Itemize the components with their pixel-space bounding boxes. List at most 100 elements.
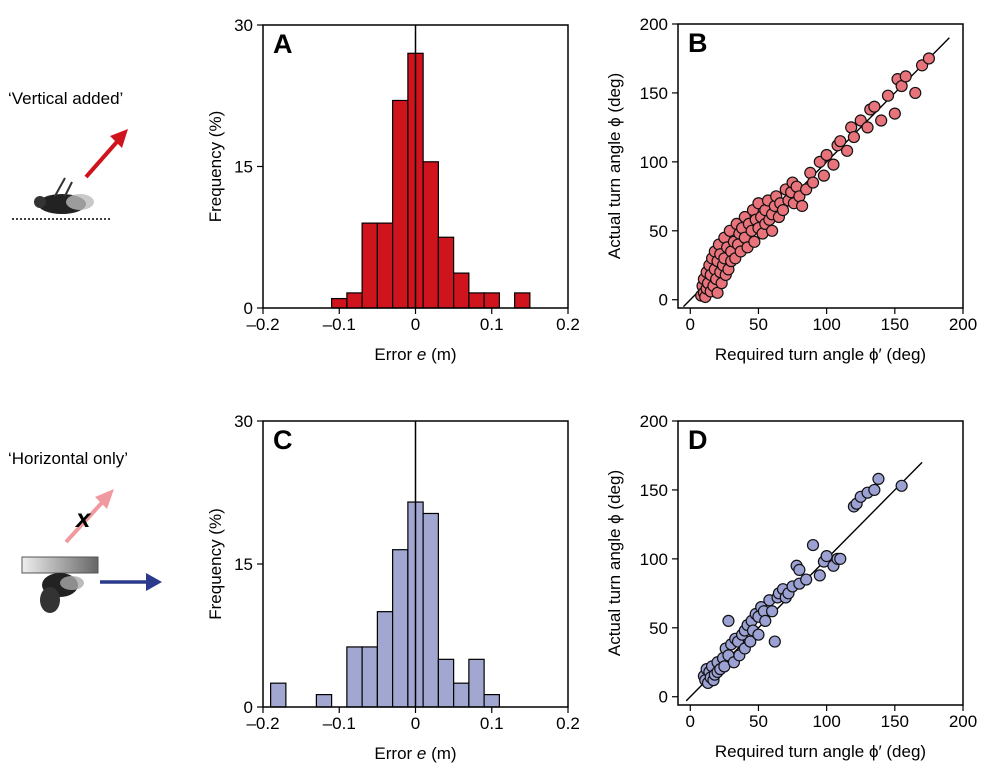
- chart-panel: 0 50 100 150 200 0 50 100 150 200 Required turn an…: [605, 412, 977, 761]
- x-tick-label: 0: [686, 315, 695, 334]
- y-tick-label: 50: [649, 619, 668, 638]
- panel-label: D: [688, 425, 708, 455]
- point: [793, 563, 806, 576]
- bar: [453, 682, 470, 708]
- point: [872, 472, 885, 486]
- y-tick-label: 50: [649, 222, 668, 241]
- y-tick-label: 100: [640, 153, 668, 172]
- x-tick-label: 100: [812, 712, 840, 731]
- point: [820, 550, 833, 563]
- point: [899, 70, 912, 83]
- point: [765, 224, 779, 237]
- x-tick-label: 0.2: [556, 315, 580, 334]
- point: [861, 121, 874, 134]
- point: [768, 635, 781, 648]
- panel-label: B: [688, 28, 708, 58]
- point: [765, 605, 779, 618]
- point: [820, 148, 833, 162]
- point: [840, 144, 854, 157]
- bar: [361, 222, 378, 309]
- x-axis-label-part: e: [417, 744, 426, 763]
- x-tick-label: 100: [812, 315, 840, 334]
- plot-frame: [262, 24, 569, 309]
- y-tick-label: 0: [659, 291, 668, 310]
- bar: [392, 549, 409, 708]
- bar: [514, 292, 531, 309]
- x-tick-label: 150: [881, 712, 909, 731]
- point: [806, 538, 820, 552]
- x-tick-label: 0: [411, 714, 420, 733]
- point: [847, 130, 861, 144]
- x-tick-label: 0.2: [556, 714, 580, 733]
- y-tick-label: 0: [659, 688, 668, 707]
- x-tick-label: 0: [686, 712, 695, 731]
- chart-panel: –0.2 –0.1 0 0.1 0.2 0 15 30 Error e (m) Frequency…: [206, 16, 580, 364]
- point: [806, 176, 820, 189]
- y-tick-label: 30: [234, 412, 253, 431]
- bar: [270, 682, 287, 708]
- plot-frame: [677, 420, 964, 706]
- fly-icon: x: [21, 489, 162, 613]
- bar: [376, 222, 394, 309]
- x-tick-label: 200: [949, 712, 977, 731]
- x-axis-label-part: e: [417, 345, 426, 364]
- cross-mark: x: [74, 503, 92, 533]
- bar: [453, 272, 470, 309]
- bar: [392, 99, 409, 309]
- x-axis-label: Error e (m): [374, 345, 456, 364]
- x-axis-label: Required turn angle ϕ′ (deg): [715, 742, 926, 761]
- x-axis-label-part: Error: [374, 744, 417, 763]
- point: [922, 52, 936, 65]
- y-tick-label: 150: [640, 481, 668, 500]
- bar: [346, 646, 363, 708]
- y-tick-label: 200: [640, 412, 668, 431]
- bar: [483, 292, 500, 309]
- point: [834, 135, 847, 148]
- bar: [346, 292, 363, 309]
- y-tick-label: 0: [244, 698, 253, 717]
- plot-frame: [677, 23, 964, 309]
- y-tick-label: 15: [234, 158, 253, 177]
- chart-panel: 0 50 100 150 200 0 50 100 150 200 Required turn an…: [605, 15, 977, 364]
- panel-label: A: [273, 29, 293, 59]
- x-axis-label-part: (m): [426, 744, 456, 763]
- y-axis-label: Actual turn angle ϕ (deg): [605, 73, 624, 259]
- bar: [376, 611, 394, 708]
- x-tick-label: 50: [749, 712, 768, 731]
- bar: [437, 236, 455, 309]
- x-axis-label: Error e (m): [374, 744, 456, 763]
- x-tick-label: –0.1: [323, 714, 356, 733]
- bar: [422, 512, 439, 708]
- chart-panel: –0.2 –0.1 0 0.1 0.2 0 15 30 Error e (m) Frequency…: [206, 412, 580, 763]
- point: [868, 100, 881, 113]
- point: [875, 114, 888, 127]
- point: [895, 479, 908, 492]
- point: [909, 86, 922, 100]
- x-tick-label: 200: [949, 315, 977, 334]
- condition-label: ‘Horizontal only’: [8, 449, 128, 468]
- plot-frame: [262, 420, 569, 708]
- point: [759, 614, 772, 628]
- bar: [437, 658, 455, 708]
- y-tick-label: 100: [640, 550, 668, 569]
- y-tick-label: 0: [244, 299, 253, 318]
- x-tick-label: –0.2: [246, 714, 279, 733]
- point: [868, 483, 881, 497]
- x-axis-label-part: (m): [426, 345, 456, 364]
- condition-label: ‘Vertical added’: [8, 89, 123, 108]
- x-tick-label: 0: [411, 315, 420, 334]
- point: [813, 569, 826, 582]
- bar: [361, 646, 378, 708]
- point: [800, 573, 813, 586]
- y-axis-label: Actual turn angle ϕ (deg): [605, 470, 624, 656]
- point: [776, 204, 790, 217]
- x-tick-label: 0.1: [480, 714, 504, 733]
- point: [722, 614, 735, 628]
- point: [881, 89, 895, 102]
- point: [748, 235, 761, 248]
- y-tick-label: 15: [234, 555, 253, 574]
- point: [827, 158, 840, 171]
- point: [744, 635, 757, 648]
- bar: [468, 658, 485, 708]
